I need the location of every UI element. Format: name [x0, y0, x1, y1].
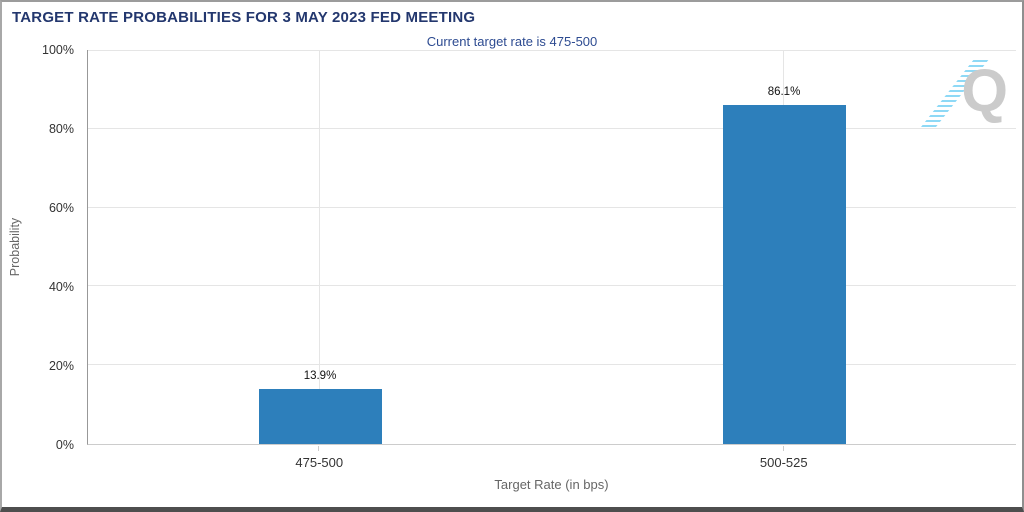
x-axis-tick-band: 475-500 500-525 [87, 446, 1016, 476]
h-gridline [88, 364, 1016, 366]
h-gridline [88, 206, 1016, 208]
h-gridline [88, 127, 1016, 129]
x-axis-title: Target Rate (in bps) [494, 477, 609, 492]
quikstrike-watermark-logo: Q [918, 58, 1008, 130]
x-tick-mark [318, 446, 320, 451]
y-axis-title: Probability [8, 217, 22, 277]
y-axis-tick-labels: 0% 20% 40% 60% 80% 100% [2, 43, 80, 452]
y-tick-label: 100% [42, 43, 74, 57]
probability-bar-475-500 [258, 389, 382, 444]
x-tick-mark [782, 446, 784, 451]
plot-area: 13.9% 86.1% [87, 50, 1016, 445]
chart-title: TARGET RATE PROBABILITIES FOR 3 MAY 2023… [12, 9, 476, 26]
chart-subtitle: Current target rate is 475-500 [426, 34, 598, 49]
bar-data-label: 13.9% [303, 370, 337, 383]
x-category-label: 500-525 [759, 455, 808, 470]
bar-data-label: 86.1% [767, 85, 801, 98]
y-tick-label: 80% [48, 122, 74, 136]
y-tick-label: 40% [48, 280, 74, 294]
logo-q-letter: Q [961, 57, 1008, 124]
h-gridline [88, 285, 1016, 287]
probability-bar-500-525 [722, 104, 846, 444]
v-gridline [319, 50, 320, 444]
y-tick-label: 20% [48, 359, 74, 373]
x-category-label: 475-500 [295, 455, 344, 470]
y-tick-label: 60% [48, 201, 74, 215]
h-gridline [88, 50, 1016, 51]
y-tick-label: 0% [55, 438, 74, 452]
